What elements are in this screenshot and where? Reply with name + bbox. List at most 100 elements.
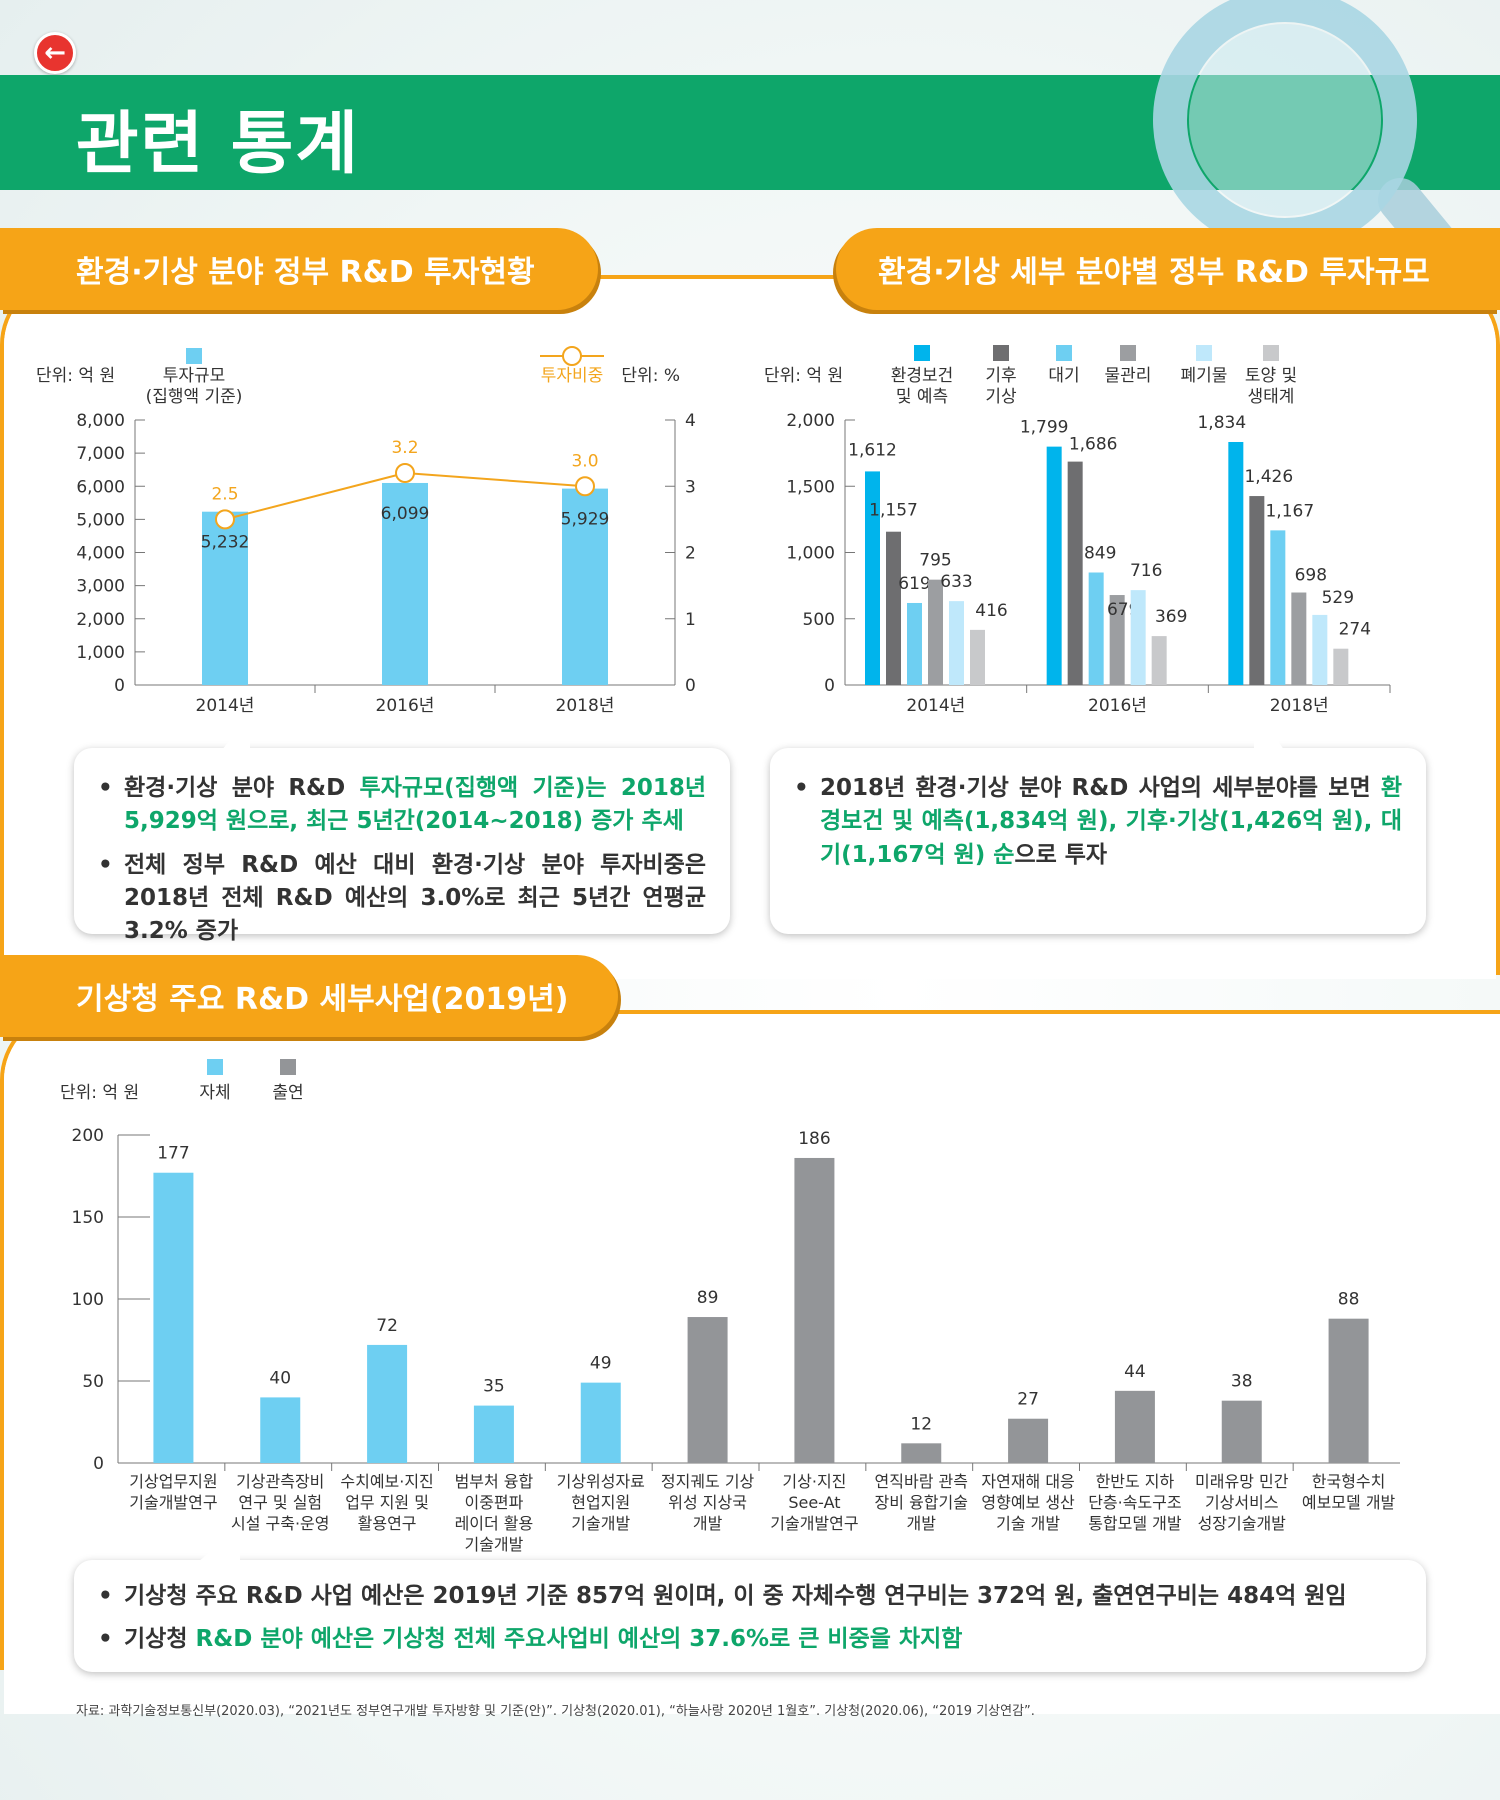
bar [1151,636,1167,685]
legend-swatch [993,345,1009,361]
y-tick-label: 2,000 [786,411,835,431]
legend-label: 폐기물 [1181,366,1228,386]
note-list-subfield: 2018년 환경·기상 분야 R&D 사업의 세부분야를 보면 환경보건 및 예… [794,772,1402,872]
bar [1328,1318,1369,1463]
bar-value-label: 1,157 [869,501,918,521]
y2-tick-label: 3 [685,477,696,497]
line-value-label: 2.5 [211,484,238,504]
bar-value-label: 88 [1338,1290,1360,1310]
note-list-investment: 환경·기상 분야 R&D 투자규모(집행액 기준)는 2018년 5,929억 … [98,772,706,949]
x-tick-label: 2018년 [1270,696,1329,716]
legend-label: 자체 [199,1083,230,1103]
x-tick-label: 기상위성자료 현업지원 기술개발 [557,1472,645,1533]
bar-value-label: 1,426 [1244,467,1293,487]
note-text: 으로 투자 [1014,841,1108,868]
legend-label: 환경보건 및 예측 [891,366,954,407]
bar [687,1317,728,1463]
x-tick-label: 2018년 [556,696,615,716]
bar-value-label: 369 [1155,607,1187,627]
unit-label-right: 단위: % [621,366,680,386]
bar-value-label: 716 [1130,561,1162,581]
y2-tick-label: 1 [685,610,696,630]
bar-value-label: 44 [1124,1362,1146,1382]
line-marker [215,509,235,530]
bar [949,601,964,685]
note-text: 기상청 [124,1626,196,1653]
y-tick-label: 0 [114,676,125,696]
unit-label-left: 단위: 억 원 [60,1083,139,1103]
bar-value-label: 529 [1322,588,1354,608]
bar [901,1443,942,1463]
bar [1291,592,1307,685]
x-tick-label: 연직바람 관측 장비 융합기술 개발 [875,1472,968,1533]
x-tick-label: 수치예보·지진 업무 지원 및 활용연구 [340,1472,433,1533]
x-tick-label: 정지궤도 기상 위성 지상국 개발 [661,1472,755,1533]
note-box-investment: 환경·기상 분야 R&D 투자규모(집행액 기준)는 2018년 5,929억 … [74,748,730,944]
legend-swatch [280,1059,296,1075]
legend-label: 토양 및 생태계 [1245,366,1297,407]
y-tick-label: 1,000 [76,643,125,663]
bar-value-label: 1,799 [1020,418,1069,438]
x-tick-label: 2014년 [196,696,255,716]
x-tick-label: 2016년 [1088,696,1147,716]
legend-line-label: 투자비중 [541,366,604,386]
legend-swatch [1120,345,1136,361]
section-title-kma: 기상청 주요 R&D 세부사업(2019년) [0,955,618,1037]
bar [886,531,901,685]
back-button[interactable]: ← [34,32,76,74]
bar [1228,441,1244,685]
y2-tick-label: 4 [685,411,696,431]
bar-value-label: 35 [483,1377,505,1397]
bar [1046,446,1062,685]
y-tick-label: 7,000 [76,444,125,464]
y-tick-label: 1,500 [786,477,835,497]
y-tick-label: 6,000 [76,477,125,497]
note-tail-subfield [1254,704,1284,750]
bar [928,579,943,685]
x-tick-label: 2016년 [376,696,435,716]
x-tick-label: 한국형수치 예보모델 개발 [1302,1472,1396,1512]
bar-value-label: 6,099 [381,504,430,524]
legend-swatch [207,1059,223,1075]
note-item: 전체 정부 R&D 예산 대비 환경·기상 분야 투자비중은 2018년 전체 … [98,849,706,949]
legend-swatch [1196,345,1212,361]
legend-label: 출연 [272,1083,303,1103]
legend-line-marker [562,346,582,366]
source-text: 자료: 과학기술정보통신부(2020.03), “2021년도 정부연구개발 투… [76,1704,1035,1719]
bar-value-label: 416 [975,601,1007,621]
legend-swatch [914,345,930,361]
bar-value-label: 1,612 [848,440,897,460]
unit-label-left: 단위: 억 원 [36,366,115,386]
bar-value-label: 795 [919,551,951,571]
legend-label: 기후 기상 [985,366,1017,407]
bar-value-label: 1,686 [1069,435,1118,455]
bar [1088,572,1104,685]
y2-tick-label: 0 [685,676,696,696]
bar-value-label: 186 [798,1129,830,1149]
y-tick-label: 4,000 [76,544,125,564]
x-tick-label: 기상·지진 See-At 기술개발연구 [770,1472,858,1533]
bar [794,1157,835,1463]
bar [473,1405,514,1463]
note-list-kma: 기상청 주요 R&D 사업 예산은 2019년 기준 857억 원이며, 이 중… [98,1580,1402,1657]
x-tick-label: 기상업무지원 기술개발연구 [129,1472,217,1512]
bar [907,602,922,685]
bar [153,1172,194,1463]
chart-subfield-investment: 단위: 억 원 환경보건 및 예측 기후 기상 대기 물관리 폐기물 토양 및 생태계 0 500 1,… [764,345,1391,716]
bar-value-label: 177 [157,1144,189,1164]
bar-value-label: 40 [269,1368,291,1388]
section-title-investment: 환경·기상 분야 정부 R&D 투자현황 [0,228,598,310]
chart-investment-status: 단위: 억 원 단위: % 투자규모(집행액 기준) 투자비중 0 1,000 2,000 3… [36,346,696,716]
line-value-label: 3.0 [571,451,598,471]
bar-value-label: 1,834 [1197,413,1246,433]
note-tail-kma [198,1526,240,1562]
x-tick-label: 미래유망 민간 기상서비스 성장기술개발 [1195,1472,1289,1533]
bar [1130,590,1146,685]
arrow-left-icon: ← [44,38,66,68]
bar [1067,461,1083,685]
legend-swatch-bar [186,348,202,364]
note-text: 전체 정부 R&D 예산 대비 환경·기상 분야 투자비중은 2018년 전체 … [124,851,706,945]
bar [865,471,880,685]
bar-value-label: 89 [697,1288,719,1308]
bar [1114,1390,1155,1463]
